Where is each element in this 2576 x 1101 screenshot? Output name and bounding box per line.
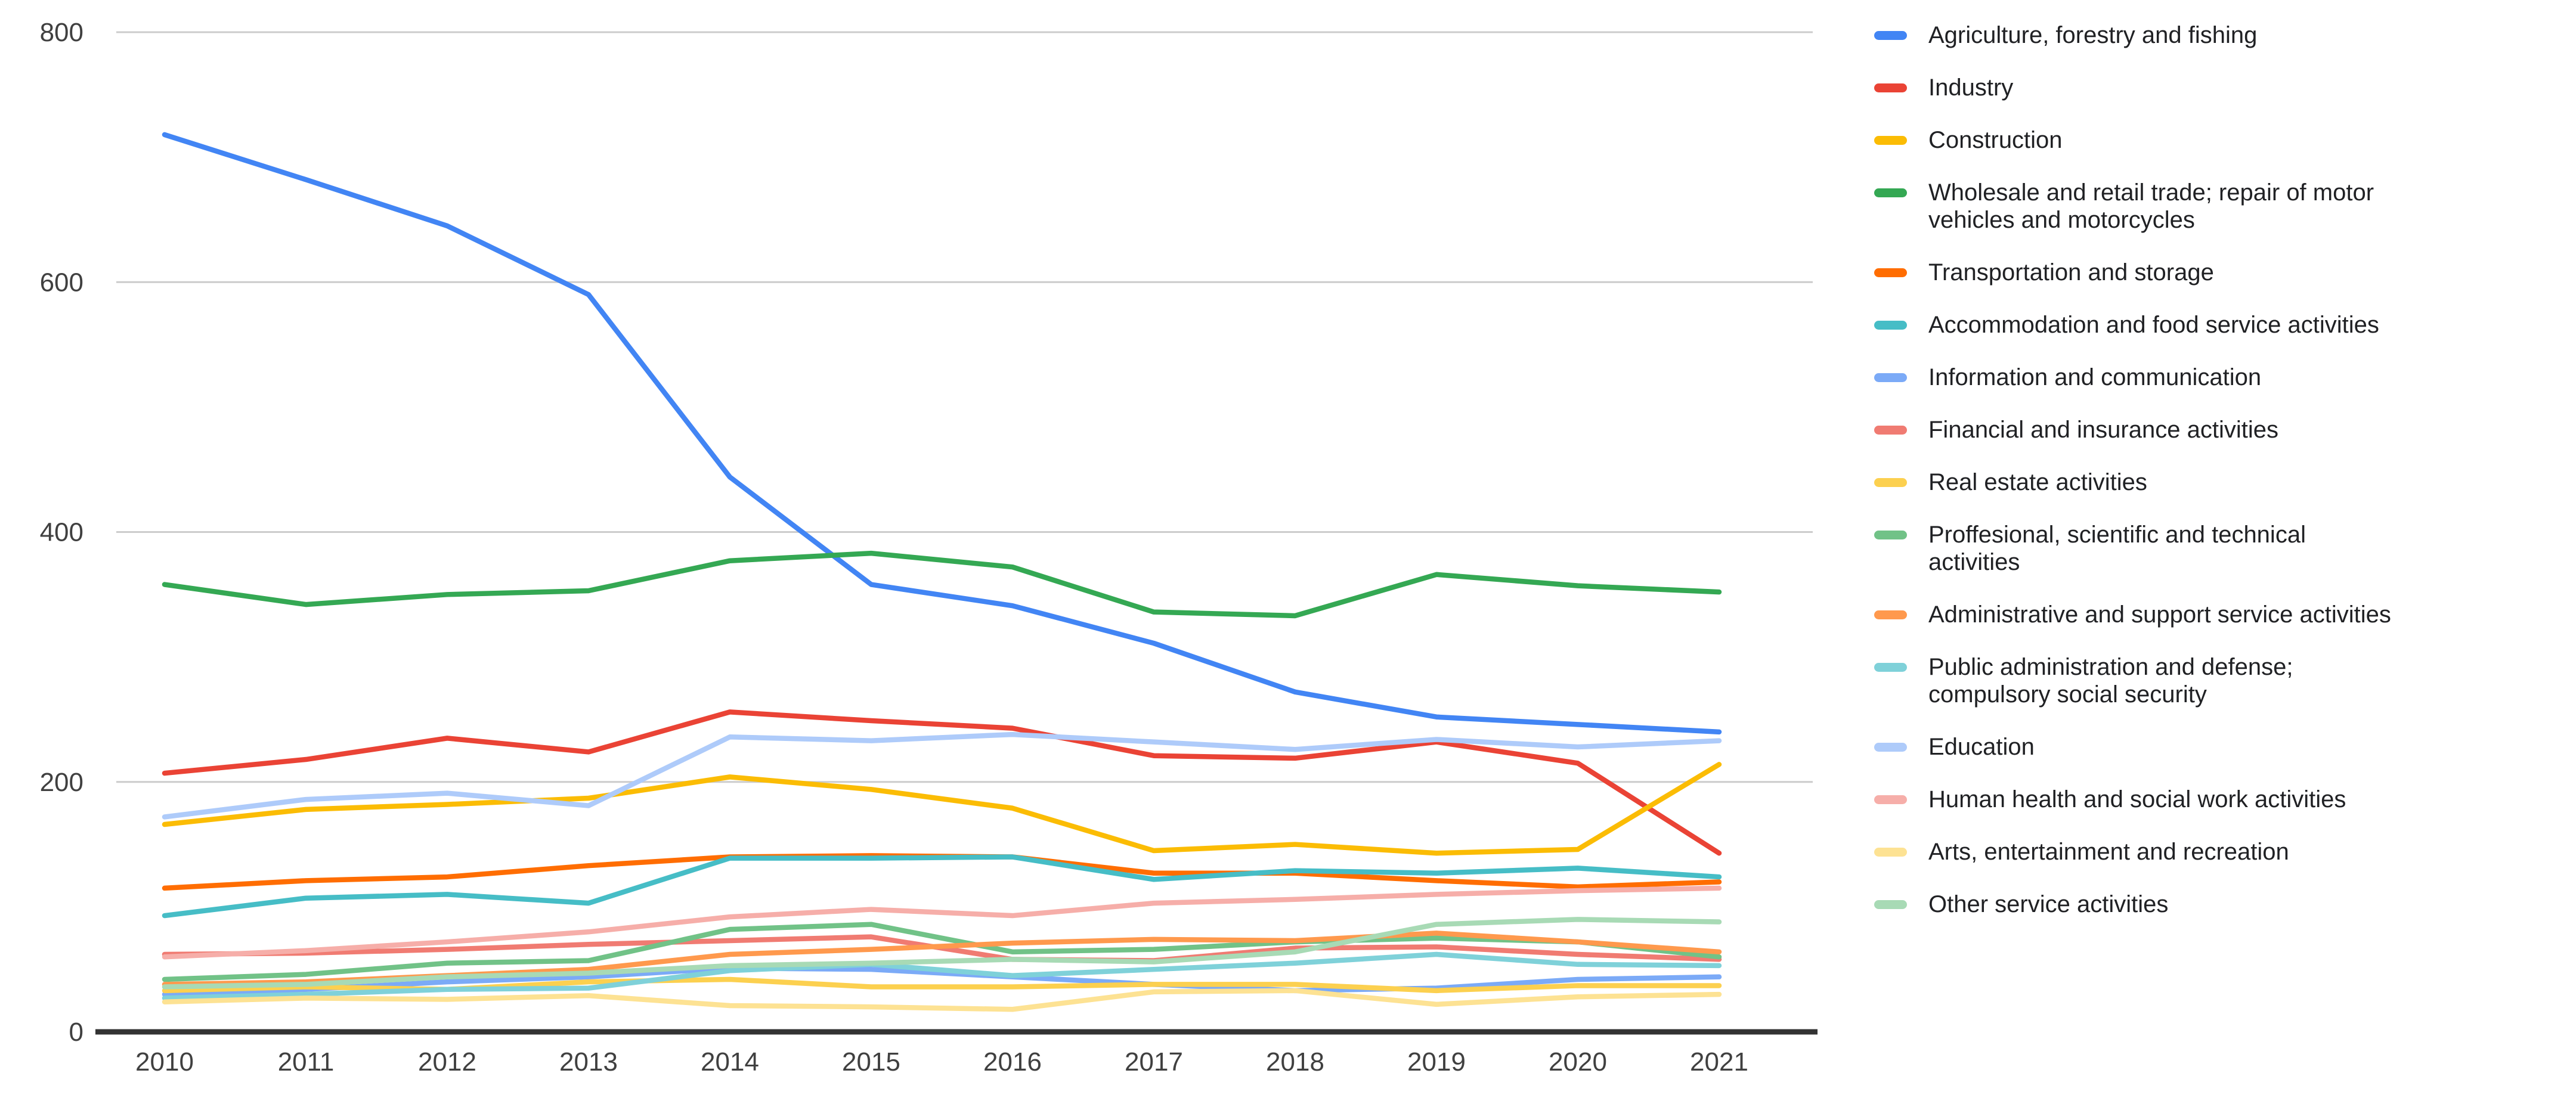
x-tick-label: 2016: [983, 1047, 1042, 1077]
legend-swatch-icon: [1874, 848, 1907, 857]
legend-item-label: Accommodation and food service activitie…: [1928, 312, 2379, 338]
legend-item-6[interactable]: Accommodation and food service activitie…: [1874, 311, 2554, 339]
series-line-6[interactable]: [162, 854, 1722, 919]
legend-item-2[interactable]: Industry: [1874, 74, 2554, 101]
legend-swatch-icon: [1874, 610, 1907, 619]
x-tick-label: 2013: [559, 1047, 618, 1077]
legend-item-label: Construction: [1928, 127, 2063, 153]
x-tick-label: 2012: [418, 1047, 476, 1077]
legend-item-label: Proffesional, scientific and technical ac…: [1928, 522, 2306, 575]
legend-item-15[interactable]: Arts, entertainment and recreation: [1874, 838, 2554, 866]
x-tick-label: 2010: [135, 1047, 194, 1077]
y-tick-label: 400: [40, 518, 83, 547]
legend-swatch-icon: [1874, 743, 1907, 752]
legend-item-label: Arts, entertainment and recreation: [1928, 839, 2289, 865]
legend-swatch-icon: [1874, 31, 1907, 40]
series-line-7[interactable]: [162, 965, 1722, 997]
legend-item-9[interactable]: Real estate activities: [1874, 469, 2554, 496]
legend-swatch-icon: [1874, 188, 1907, 197]
x-tick-label: 2019: [1407, 1047, 1466, 1077]
legend-item-label: Real estate activities: [1928, 469, 2147, 495]
chart-legend: Agriculture, forestry and fishing Industr…: [1874, 21, 2554, 943]
x-tick-label: 2017: [1125, 1047, 1183, 1077]
series-line-4[interactable]: [162, 550, 1722, 619]
legend-item-label: Agriculture, forestry and fishing: [1928, 22, 2258, 48]
series-line-2[interactable]: [162, 709, 1722, 856]
series-line-15[interactable]: [162, 988, 1722, 1012]
legend-item-label: Wholesale and retail trade; repair of mo…: [1928, 179, 2374, 233]
legend-item-label: Industry: [1928, 75, 2014, 101]
legend-item-8[interactable]: Financial and insurance activities: [1874, 416, 2554, 443]
legend-swatch-icon: [1874, 426, 1907, 435]
series-line-13[interactable]: [162, 731, 1722, 820]
legend-item-label: Human health and social work activities: [1928, 786, 2346, 812]
series-line-14[interactable]: [162, 885, 1722, 960]
legend-item-label: Education: [1928, 734, 2035, 760]
legend-item-7[interactable]: Information and communication: [1874, 364, 2554, 391]
legend-item-3[interactable]: Construction: [1874, 126, 2554, 154]
legend-swatch-icon: [1874, 373, 1907, 382]
legend-swatch-icon: [1874, 321, 1907, 330]
x-tick-label: 2021: [1690, 1047, 1748, 1077]
legend-item-1[interactable]: Agriculture, forestry and fishing: [1874, 21, 2554, 49]
legend-item-4[interactable]: Wholesale and retail trade; repair of mo…: [1874, 179, 2554, 234]
x-tick-label: 2020: [1549, 1047, 1607, 1077]
x-tick-label: 2015: [842, 1047, 900, 1077]
legend-swatch-icon: [1874, 900, 1907, 909]
legend-item-10[interactable]: Proffesional, scientific and technical ac…: [1874, 521, 2554, 576]
legend-item-label: Administrative and support service activ…: [1928, 601, 2391, 628]
series-line-16[interactable]: [162, 917, 1722, 990]
legend-item-12[interactable]: Public administration and defense; compul…: [1874, 653, 2554, 708]
legend-item-11[interactable]: Administrative and support service activ…: [1874, 601, 2554, 628]
x-tick-label: 2011: [278, 1047, 335, 1077]
legend-swatch-icon: [1874, 795, 1907, 804]
legend-item-label: Transportation and storage: [1928, 259, 2214, 286]
legend-item-label: Public administration and defense; compul…: [1928, 654, 2293, 708]
legend-item-14[interactable]: Human health and social work activities: [1874, 786, 2554, 813]
legend-swatch-icon: [1874, 268, 1907, 277]
legend-item-5[interactable]: Transportation and storage: [1874, 259, 2554, 286]
legend-swatch-icon: [1874, 83, 1907, 92]
legend-swatch-icon: [1874, 136, 1907, 145]
y-tick-label: 800: [40, 18, 83, 47]
series-line-12[interactable]: [162, 951, 1722, 1001]
x-tick-label: 2014: [701, 1047, 759, 1077]
legend-item-label: Other service activities: [1928, 891, 2169, 917]
y-tick-label: 600: [40, 268, 83, 297]
legend-item-label: Information and communication: [1928, 364, 2262, 390]
series-line-1[interactable]: [162, 132, 1722, 735]
legend-swatch-icon: [1874, 531, 1907, 539]
legend-swatch-icon: [1874, 478, 1907, 487]
legend-item-16[interactable]: Other service activities: [1874, 891, 2554, 918]
y-tick-label: 0: [69, 1018, 83, 1047]
series-line-10[interactable]: [162, 922, 1722, 982]
legend-item-label: Financial and insurance activities: [1928, 417, 2278, 443]
x-tick-label: 2018: [1266, 1047, 1324, 1077]
series-line-3[interactable]: [162, 762, 1722, 856]
y-tick-label: 200: [40, 768, 83, 797]
legend-item-13[interactable]: Education: [1874, 733, 2554, 761]
legend-swatch-icon: [1874, 663, 1907, 672]
